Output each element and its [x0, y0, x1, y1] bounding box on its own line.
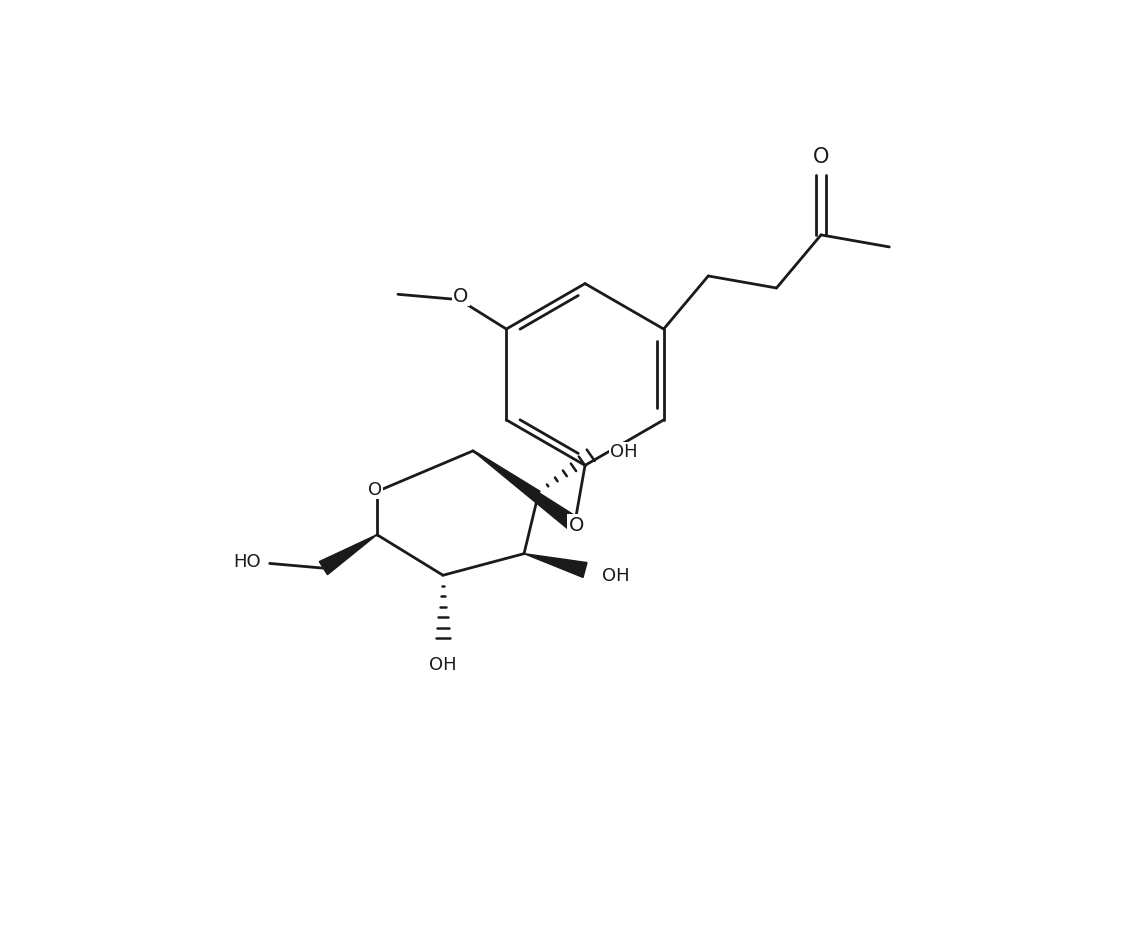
- Text: OH: OH: [610, 443, 637, 461]
- Polygon shape: [473, 451, 579, 531]
- Text: OH: OH: [430, 655, 457, 674]
- Polygon shape: [320, 535, 377, 575]
- Text: HO: HO: [233, 552, 260, 570]
- Text: O: O: [568, 515, 583, 534]
- Text: O: O: [813, 146, 830, 167]
- Polygon shape: [524, 554, 587, 578]
- Text: O: O: [453, 287, 469, 306]
- Text: OH: OH: [602, 566, 629, 584]
- Text: O: O: [368, 480, 383, 499]
